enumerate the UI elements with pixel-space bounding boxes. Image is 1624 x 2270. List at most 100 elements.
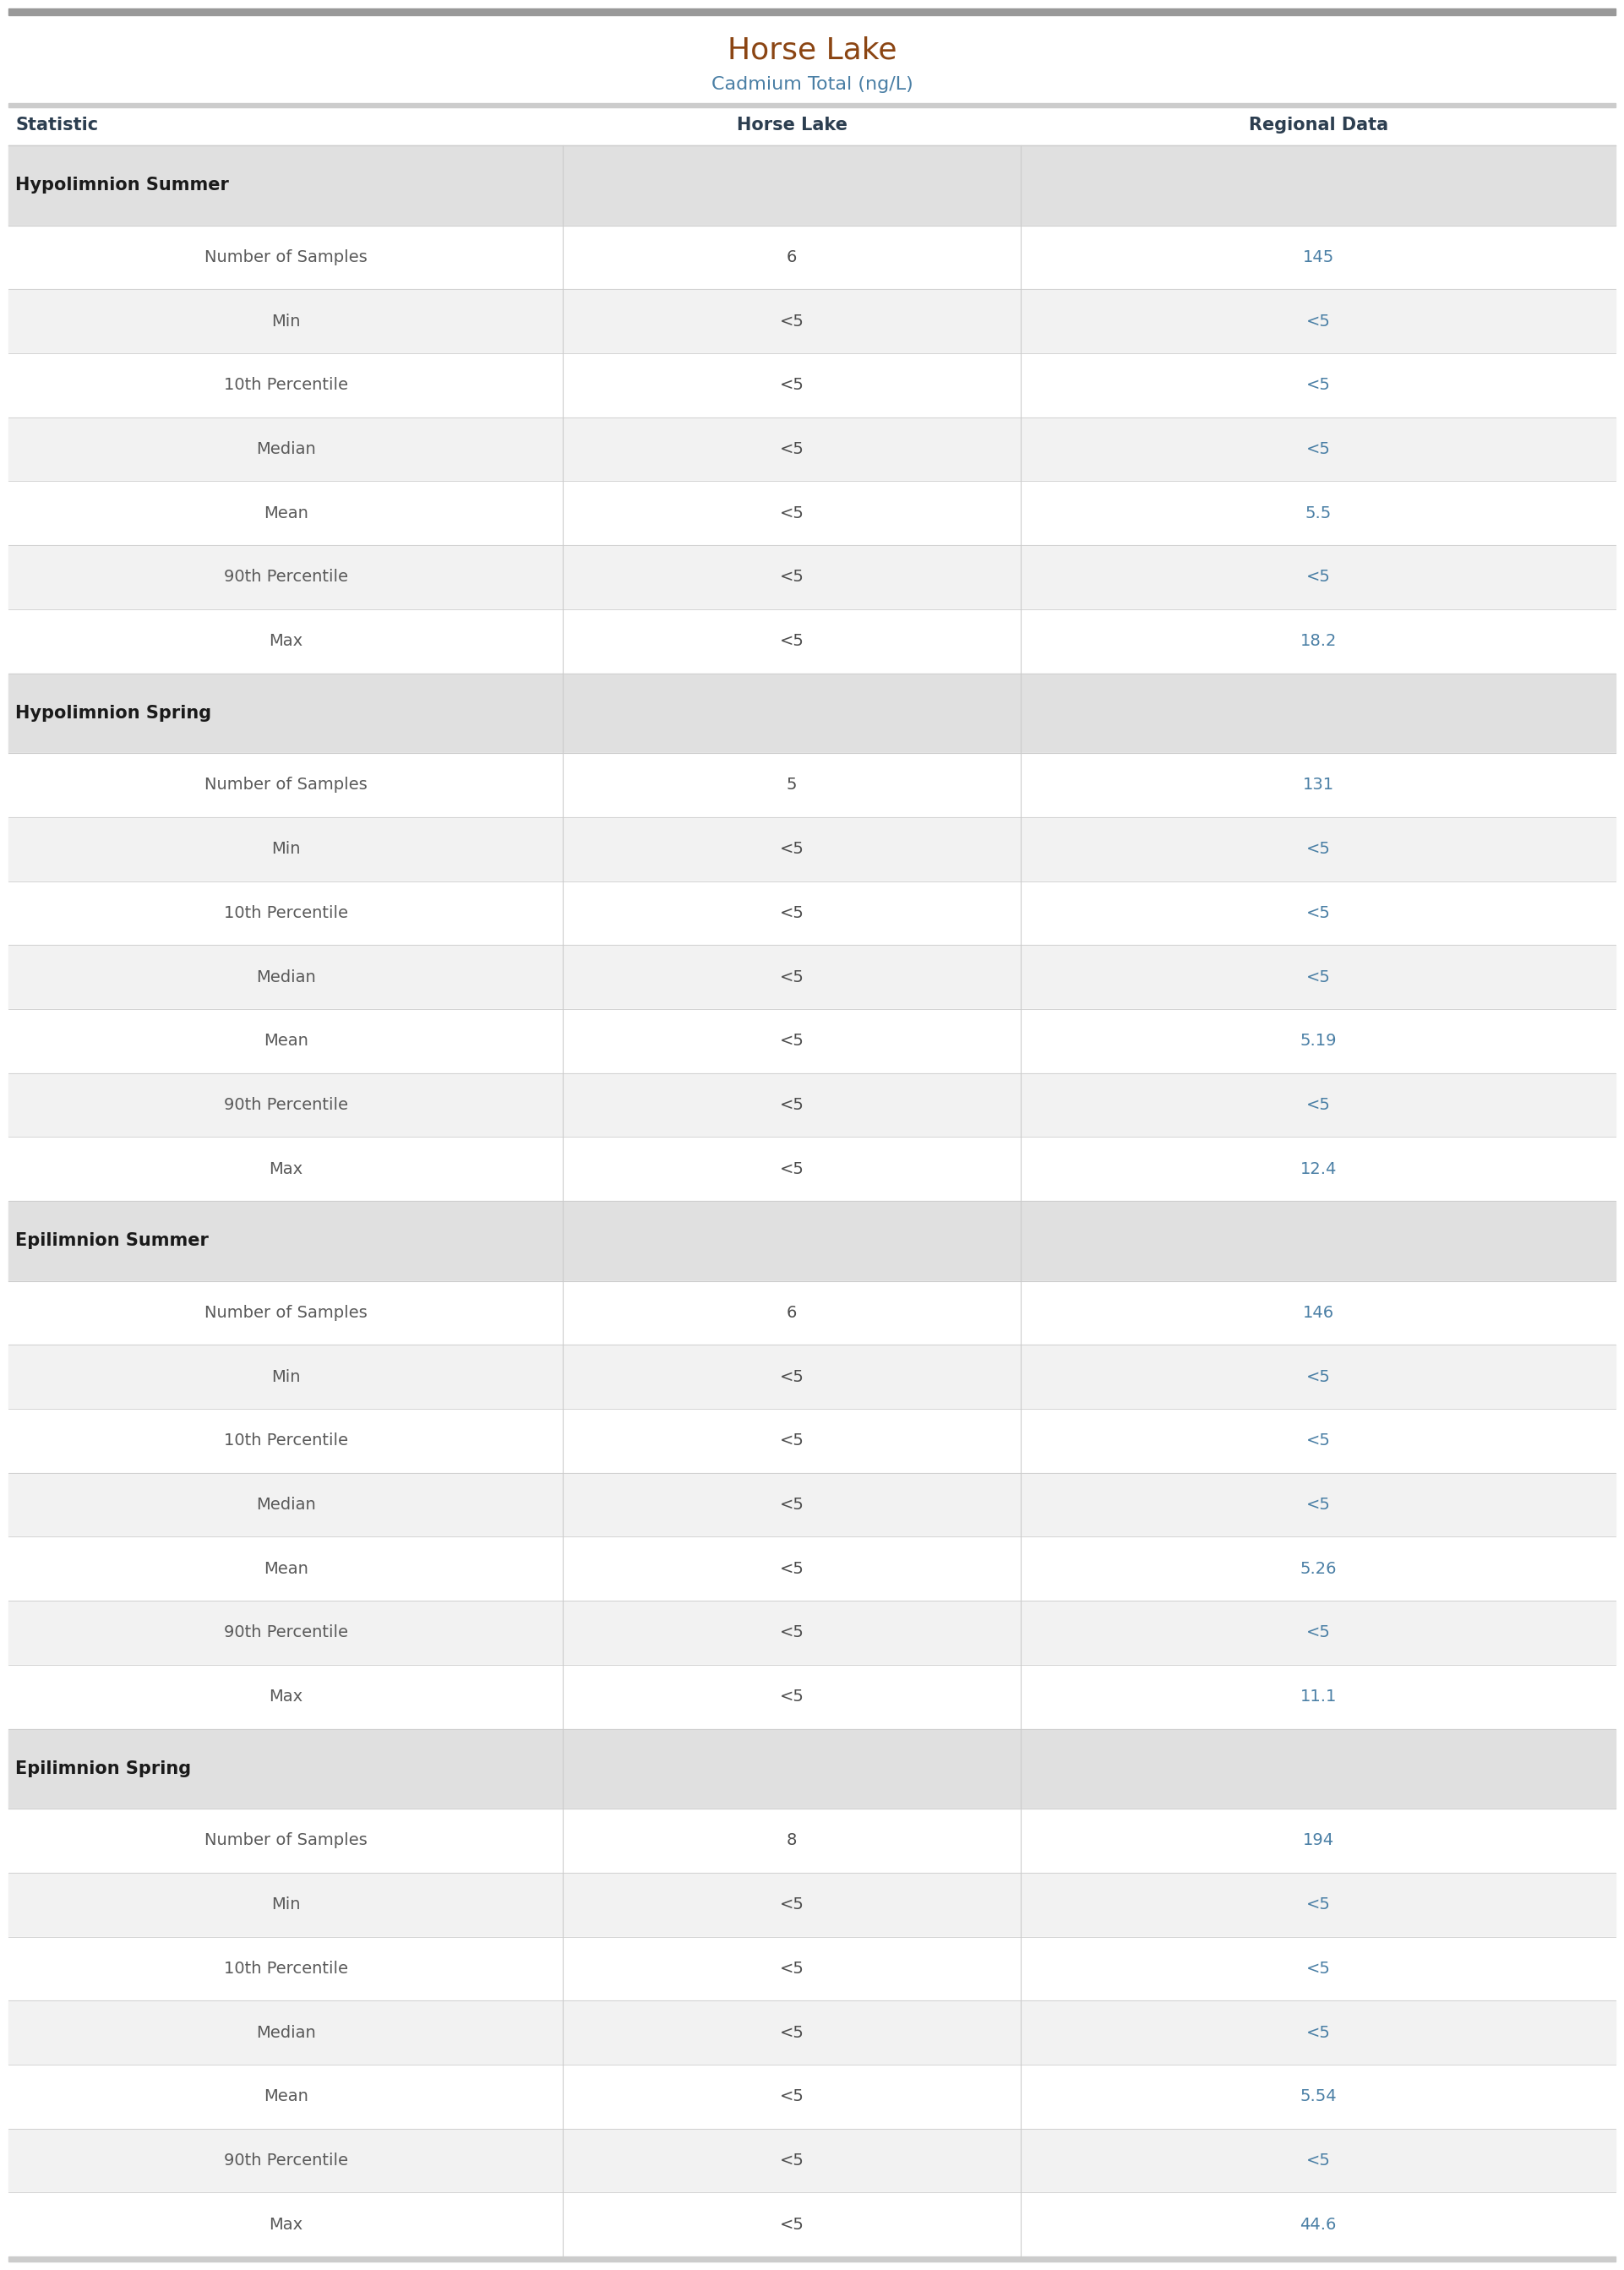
- Text: <5: <5: [780, 2025, 804, 2041]
- Text: Median: Median: [257, 440, 315, 456]
- Text: Cadmium Total (ng/L): Cadmium Total (ng/L): [711, 77, 913, 93]
- Bar: [8, 2129, 1616, 2193]
- Bar: [8, 2193, 1616, 2256]
- Text: 5.26: 5.26: [1299, 1562, 1337, 1578]
- Text: Number of Samples: Number of Samples: [205, 1832, 367, 1848]
- Text: 90th Percentile: 90th Percentile: [224, 1625, 348, 1641]
- Text: 90th Percentile: 90th Percentile: [224, 2152, 348, 2168]
- Text: 145: 145: [1302, 250, 1333, 266]
- Text: 5: 5: [786, 776, 797, 792]
- Bar: [8, 1600, 1616, 1664]
- Text: <5: <5: [780, 1562, 804, 1578]
- Bar: [8, 145, 1616, 225]
- Text: Number of Samples: Number of Samples: [205, 1305, 367, 1321]
- Text: Mean: Mean: [263, 1033, 309, 1049]
- Text: Max: Max: [268, 633, 302, 649]
- Text: Min: Min: [271, 1369, 300, 1385]
- Text: <5: <5: [780, 2088, 804, 2104]
- Text: Horse Lake: Horse Lake: [737, 116, 848, 134]
- Text: Epilimnion Summer: Epilimnion Summer: [15, 1233, 208, 1248]
- Text: <5: <5: [780, 440, 804, 456]
- Text: 5.54: 5.54: [1299, 2088, 1337, 2104]
- Text: <5: <5: [780, 2216, 804, 2231]
- Text: Min: Min: [271, 842, 300, 858]
- Bar: [8, 674, 1616, 754]
- Bar: [8, 1410, 1616, 1473]
- Text: <5: <5: [780, 377, 804, 393]
- Bar: [8, 1936, 1616, 2000]
- Bar: [8, 1137, 1616, 1201]
- Text: 6: 6: [786, 250, 797, 266]
- Text: <5: <5: [1306, 570, 1330, 586]
- Text: Mean: Mean: [263, 506, 309, 522]
- Text: <5: <5: [780, 1625, 804, 1641]
- Text: <5: <5: [780, 842, 804, 858]
- Text: Mean: Mean: [263, 1562, 309, 1578]
- Text: Statistic: Statistic: [15, 116, 97, 134]
- Bar: [8, 2000, 1616, 2063]
- Text: 90th Percentile: 90th Percentile: [224, 570, 348, 586]
- Text: <5: <5: [780, 1033, 804, 1049]
- Bar: [8, 9, 1616, 16]
- Text: Max: Max: [268, 2216, 302, 2231]
- Text: <5: <5: [1306, 969, 1330, 985]
- Bar: [8, 1664, 1616, 1730]
- Text: <5: <5: [1306, 377, 1330, 393]
- Text: 8: 8: [786, 1832, 797, 1848]
- Text: Mean: Mean: [263, 2088, 309, 2104]
- Bar: [8, 354, 1616, 418]
- Bar: [8, 1074, 1616, 1137]
- Text: 6: 6: [786, 1305, 797, 1321]
- Bar: [8, 1809, 1616, 1873]
- Text: <5: <5: [1306, 1961, 1330, 1977]
- Text: 131: 131: [1302, 776, 1333, 792]
- Text: <5: <5: [780, 1689, 804, 1705]
- Bar: [8, 1280, 1616, 1344]
- Text: <5: <5: [1306, 1369, 1330, 1385]
- Text: <5: <5: [780, 1369, 804, 1385]
- Text: Epilimnion Spring: Epilimnion Spring: [15, 1759, 192, 1777]
- Text: <5: <5: [1306, 1496, 1330, 1512]
- Text: <5: <5: [780, 2152, 804, 2168]
- Bar: [8, 1201, 1616, 1280]
- Text: <5: <5: [1306, 313, 1330, 329]
- Bar: [8, 1873, 1616, 1936]
- Bar: [8, 1537, 1616, 1600]
- Text: <5: <5: [780, 633, 804, 649]
- Text: 11.1: 11.1: [1299, 1689, 1337, 1705]
- Text: Median: Median: [257, 1496, 315, 1512]
- Text: 5.19: 5.19: [1299, 1033, 1337, 1049]
- Bar: [8, 545, 1616, 608]
- Text: Regional Data: Regional Data: [1249, 116, 1389, 134]
- Text: <5: <5: [780, 969, 804, 985]
- Bar: [8, 1008, 1616, 1074]
- Text: <5: <5: [1306, 2152, 1330, 2168]
- Text: <5: <5: [1306, 1625, 1330, 1641]
- Text: <5: <5: [780, 1496, 804, 1512]
- Text: <5: <5: [780, 1898, 804, 1914]
- Text: <5: <5: [780, 506, 804, 522]
- Text: Hypolimnion Summer: Hypolimnion Summer: [15, 177, 229, 193]
- Bar: [8, 225, 1616, 288]
- Text: Median: Median: [257, 2025, 315, 2041]
- Bar: [8, 881, 1616, 944]
- Text: <5: <5: [1306, 1096, 1330, 1112]
- Bar: [8, 2256, 1616, 2261]
- Text: 5.5: 5.5: [1306, 506, 1332, 522]
- Text: 10th Percentile: 10th Percentile: [224, 377, 348, 393]
- Bar: [8, 418, 1616, 481]
- Bar: [8, 2063, 1616, 2129]
- Bar: [8, 481, 1616, 545]
- Text: <5: <5: [780, 1961, 804, 1977]
- Text: 10th Percentile: 10th Percentile: [224, 1432, 348, 1448]
- Text: <5: <5: [780, 313, 804, 329]
- Bar: [8, 817, 1616, 881]
- Text: 18.2: 18.2: [1299, 633, 1337, 649]
- Text: Horse Lake: Horse Lake: [728, 36, 896, 66]
- Bar: [8, 754, 1616, 817]
- Text: Number of Samples: Number of Samples: [205, 776, 367, 792]
- Text: 10th Percentile: 10th Percentile: [224, 1961, 348, 1977]
- Text: Median: Median: [257, 969, 315, 985]
- Text: <5: <5: [780, 1160, 804, 1176]
- Bar: [8, 102, 1616, 107]
